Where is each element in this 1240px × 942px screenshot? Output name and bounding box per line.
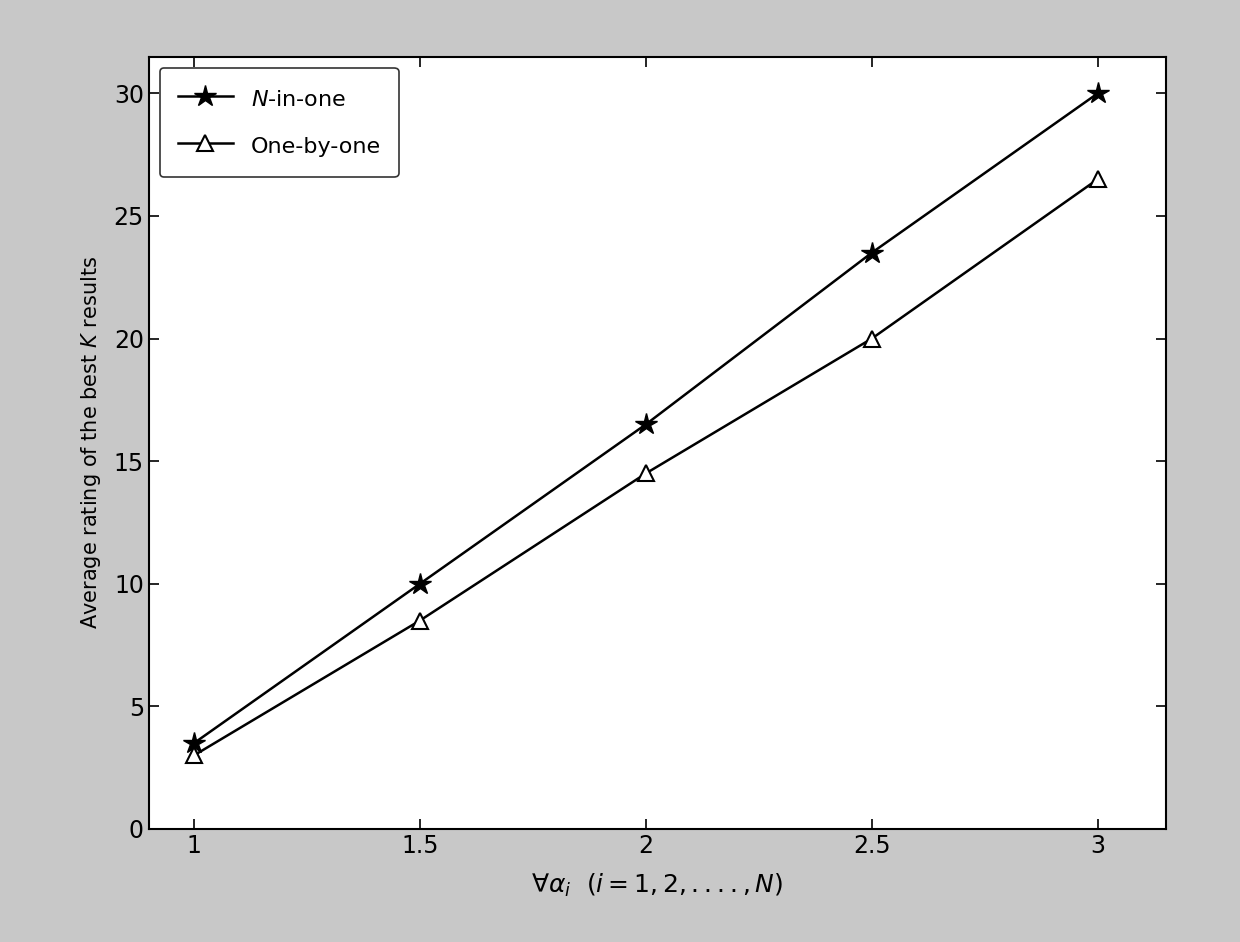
One-by-one bbox=[413, 615, 428, 626]
Y-axis label: Average rating of the best $K$ results: Average rating of the best $K$ results bbox=[78, 256, 103, 629]
$N$-in-one bbox=[186, 738, 201, 749]
Line: $N$-in-one: $N$-in-one bbox=[182, 82, 1109, 755]
X-axis label: $\forall \alpha_{i}$  $(i=1,2,....,N)$: $\forall \alpha_{i}$ $(i=1,2,....,N)$ bbox=[531, 871, 784, 899]
$N$-in-one bbox=[639, 418, 653, 430]
One-by-one bbox=[1090, 173, 1105, 185]
One-by-one bbox=[186, 750, 201, 761]
One-by-one bbox=[864, 333, 879, 344]
$N$-in-one bbox=[864, 247, 879, 258]
Line: One-by-one: One-by-one bbox=[186, 171, 1106, 764]
$N$-in-one bbox=[1090, 88, 1105, 99]
$N$-in-one bbox=[413, 578, 428, 590]
One-by-one bbox=[639, 468, 653, 479]
Legend: $N$-in-one, One-by-one: $N$-in-one, One-by-one bbox=[160, 68, 399, 177]
